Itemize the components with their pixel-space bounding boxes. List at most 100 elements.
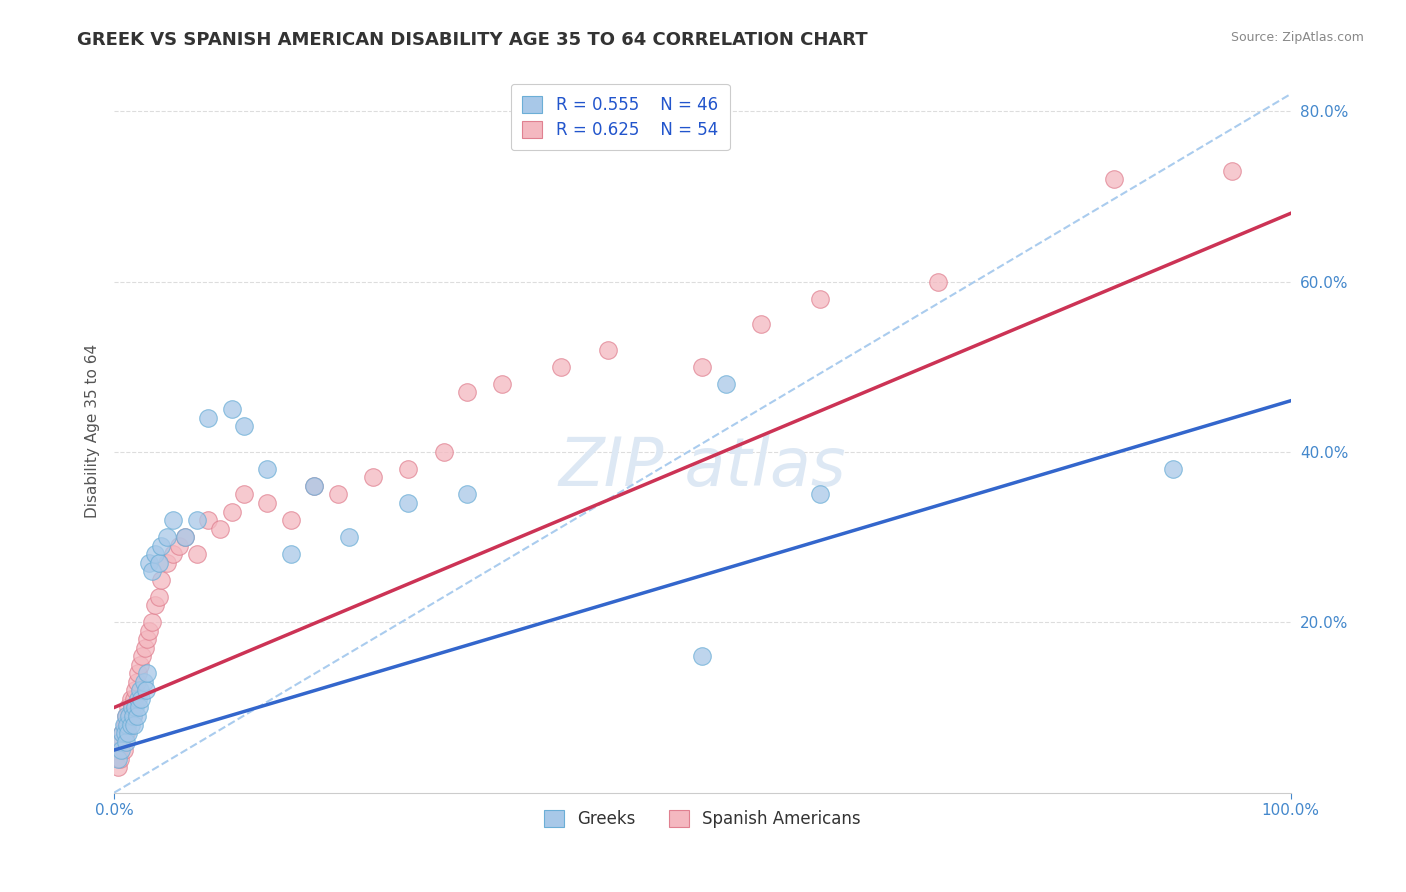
- Point: [141, 564, 163, 578]
- Point: [115, 709, 138, 723]
- Point: [361, 470, 384, 484]
- Point: [114, 717, 136, 731]
- Point: [148, 556, 170, 570]
- Text: GREEK VS SPANISH AMERICAN DISABILITY AGE 35 TO 64 CORRELATION CHART: GREEK VS SPANISH AMERICAN DISABILITY AGE…: [77, 31, 868, 49]
- Point: [173, 530, 195, 544]
- Point: [111, 726, 134, 740]
- Point: [148, 590, 170, 604]
- Point: [122, 709, 145, 723]
- Point: [112, 717, 135, 731]
- Point: [162, 547, 184, 561]
- Point: [221, 402, 243, 417]
- Point: [118, 709, 141, 723]
- Point: [280, 547, 302, 561]
- Point: [132, 674, 155, 689]
- Point: [120, 717, 142, 731]
- Point: [117, 726, 139, 740]
- Point: [118, 709, 141, 723]
- Point: [120, 692, 142, 706]
- Point: [150, 573, 173, 587]
- Point: [122, 692, 145, 706]
- Point: [124, 683, 146, 698]
- Point: [692, 649, 714, 664]
- Point: [186, 513, 208, 527]
- Point: [432, 445, 454, 459]
- Y-axis label: Disability Age 35 to 64: Disability Age 35 to 64: [86, 343, 100, 517]
- Point: [138, 556, 160, 570]
- Point: [280, 513, 302, 527]
- Point: [150, 539, 173, 553]
- Point: [173, 530, 195, 544]
- Point: [112, 743, 135, 757]
- Point: [136, 666, 159, 681]
- Point: [256, 496, 278, 510]
- Point: [326, 487, 349, 501]
- Point: [145, 547, 167, 561]
- Point: [209, 522, 232, 536]
- Point: [808, 292, 831, 306]
- Point: [107, 751, 129, 765]
- Point: [122, 717, 145, 731]
- Point: [131, 649, 153, 664]
- Point: [256, 462, 278, 476]
- Point: [134, 640, 156, 655]
- Point: [115, 717, 138, 731]
- Text: Source: ZipAtlas.com: Source: ZipAtlas.com: [1230, 31, 1364, 45]
- Point: [232, 487, 254, 501]
- Point: [111, 726, 134, 740]
- Point: [141, 615, 163, 630]
- Point: [115, 734, 138, 748]
- Point: [197, 513, 219, 527]
- Point: [108, 751, 131, 765]
- Point: [1102, 172, 1125, 186]
- Point: [135, 683, 157, 698]
- Point: [714, 376, 737, 391]
- Point: [927, 275, 949, 289]
- Point: [128, 700, 150, 714]
- Point: [396, 462, 419, 476]
- Point: [1220, 163, 1243, 178]
- Point: [162, 513, 184, 527]
- Point: [121, 700, 143, 714]
- Point: [339, 530, 361, 544]
- Point: [108, 743, 131, 757]
- Point: [114, 726, 136, 740]
- Point: [550, 359, 572, 374]
- Point: [396, 496, 419, 510]
- Point: [456, 487, 478, 501]
- Point: [221, 504, 243, 518]
- Point: [127, 692, 149, 706]
- Point: [108, 734, 131, 748]
- Point: [117, 700, 139, 714]
- Point: [110, 743, 132, 757]
- Point: [115, 717, 138, 731]
- Point: [156, 556, 179, 570]
- Point: [186, 547, 208, 561]
- Point: [145, 599, 167, 613]
- Point: [115, 709, 138, 723]
- Point: [156, 530, 179, 544]
- Point: [129, 683, 152, 698]
- Point: [491, 376, 513, 391]
- Point: [121, 700, 143, 714]
- Point: [692, 359, 714, 374]
- Point: [598, 343, 620, 357]
- Legend: Greeks, Spanish Americans: Greeks, Spanish Americans: [537, 804, 868, 835]
- Point: [125, 709, 148, 723]
- Point: [125, 674, 148, 689]
- Point: [456, 385, 478, 400]
- Point: [138, 624, 160, 638]
- Point: [808, 487, 831, 501]
- Point: [129, 692, 152, 706]
- Point: [110, 734, 132, 748]
- Text: ZIP atlas: ZIP atlas: [558, 434, 846, 500]
- Point: [115, 726, 138, 740]
- Point: [136, 632, 159, 647]
- Point: [197, 410, 219, 425]
- Point: [302, 479, 325, 493]
- Point: [124, 700, 146, 714]
- Point: [232, 419, 254, 434]
- Point: [127, 666, 149, 681]
- Point: [302, 479, 325, 493]
- Point: [122, 709, 145, 723]
